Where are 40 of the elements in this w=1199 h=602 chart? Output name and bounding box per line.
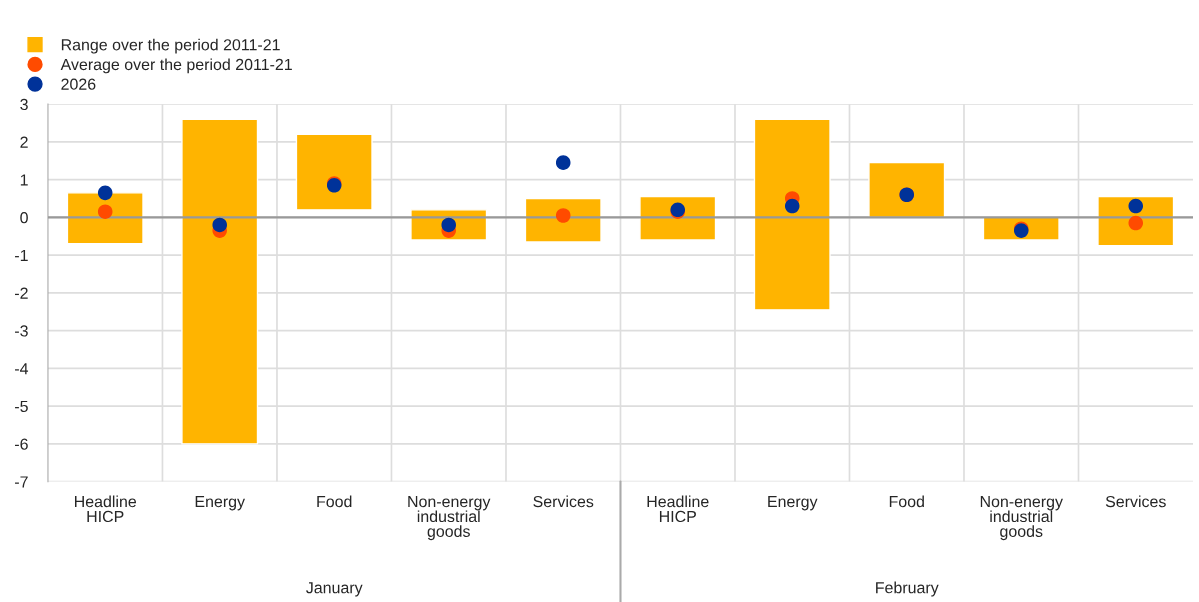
x-tick-label: Food — [889, 495, 924, 508]
y-tick-label: 0 — [20, 212, 28, 224]
x-tick-label: Headline HICP — [75, 495, 137, 523]
x-tick-label: Non-energy industrial goods — [408, 496, 491, 541]
y-tick-label: -4 — [15, 363, 29, 375]
x-tick-label: Non-energy industrial goods — [980, 496, 1063, 541]
point — [555, 208, 571, 223]
point — [1128, 198, 1144, 214]
y-tick-label: 3 — [20, 98, 28, 111]
legend-label: Average over the period 2011-21 — [60, 58, 292, 74]
bar — [181, 118, 259, 445]
text: January — [306, 582, 363, 597]
y-tick-label: -5 — [15, 400, 28, 413]
x-tick-label: Services — [1105, 495, 1166, 508]
y-tick-label: -6 — [15, 438, 28, 450]
y-tick-label: -7 — [15, 476, 28, 488]
y-tick-label: 1 — [20, 174, 28, 186]
legend-label: Range over the period 2011-21 — [61, 38, 280, 54]
x-tick-label: Headline HICP — [647, 495, 709, 523]
point — [784, 198, 800, 214]
point — [212, 217, 227, 233]
point — [441, 217, 457, 233]
point — [1128, 215, 1144, 231]
y-tick-label: 2 — [20, 136, 28, 148]
text: February — [876, 581, 939, 597]
bar — [868, 161, 946, 219]
y-tick-label: -1 — [15, 249, 28, 261]
point — [555, 155, 571, 170]
point — [97, 204, 113, 219]
x-tick-label: Energy — [768, 496, 818, 511]
y-tick-label: -3 — [15, 325, 28, 337]
y-tick-label: -2 — [15, 287, 28, 299]
legend-label: 2026 — [61, 78, 96, 90]
x-tick-label: Services — [533, 495, 594, 508]
bar — [295, 133, 373, 211]
bar — [753, 118, 831, 311]
bar — [524, 197, 602, 243]
x-tick-label: Energy — [195, 496, 245, 511]
x-tick-label: Food — [317, 495, 352, 508]
point — [97, 185, 113, 201]
